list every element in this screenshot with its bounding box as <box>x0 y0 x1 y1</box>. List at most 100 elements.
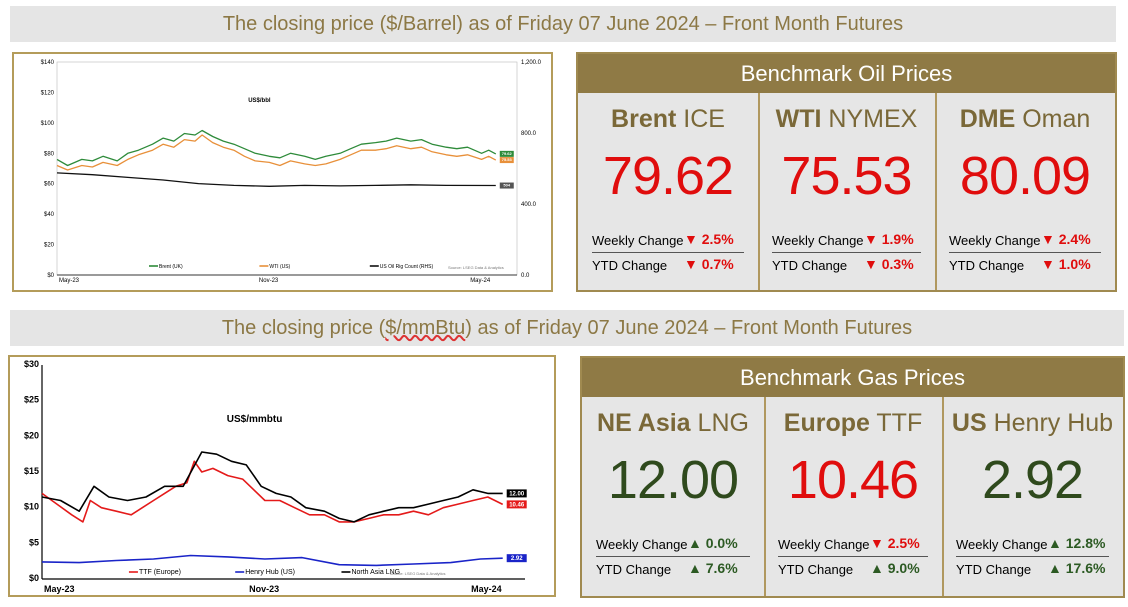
europe-ttf-ytd-change: ▲ 9.0% <box>870 560 920 576</box>
y-tick-label: $0 <box>29 573 39 583</box>
x-tick-label: May-24 <box>471 584 502 594</box>
ytd-change-label: YTD Change <box>772 258 848 273</box>
weekly-change-label: Weekly Change <box>596 537 688 552</box>
y-tick-label: $10 <box>24 502 39 512</box>
oil-chart: $0 $20 $40 $60 $80 $100 $120 $140 0.0 400.0 800.0 1… <box>12 52 553 292</box>
y-tick-label: $140 <box>41 60 55 66</box>
us-henry-hub-price: 2.92 <box>981 450 1084 510</box>
brent-ytd-change: ▼ 0.7% <box>684 256 734 272</box>
henry-hub-ytd-change: ▲ 17.6% <box>1048 560 1106 576</box>
x-tick-label: Nov-23 <box>249 584 279 594</box>
gas-panel-title: Benchmark Gas Prices <box>582 358 1123 397</box>
henry-hub-weekly-change: ▲ 12.8% <box>1048 535 1106 551</box>
end-value-label: 75.53 <box>502 157 513 162</box>
dme-weekly-row: Weekly Change ▼ 2.4% <box>949 230 1101 253</box>
ne-asia-lng-price: 12.00 <box>607 450 739 510</box>
ytd-change-label: YTD Change <box>592 258 668 273</box>
oil-benchmark-panel: Benchmark Oil Prices Brent ICE 79.62 Wee… <box>576 52 1117 292</box>
y-tick-label: $0 <box>47 273 54 279</box>
ne-asia-ytd-change: ▲ 7.6% <box>688 560 738 576</box>
brent-price: 79.62 <box>602 146 734 206</box>
brent-name: Brent ICE <box>611 105 725 133</box>
ytd-change-label: YTD Change <box>596 562 672 577</box>
weekly-change-label: Weekly Change <box>772 233 864 248</box>
legend-label: WTI (US) <box>269 264 290 270</box>
gas-banner-text: The closing price ($/mmBtu) as of Friday… <box>221 316 913 339</box>
end-value-label: 2.92 <box>511 556 523 562</box>
dme-name: DME Oman <box>959 105 1091 133</box>
end-value-box <box>499 182 514 189</box>
x-tick-label: May-23 <box>59 278 80 284</box>
x-tick-label: May-24 <box>470 278 491 284</box>
brent-card: Brent ICE 79.62 Weekly Change ▼ 2.5% YTD… <box>578 93 760 290</box>
end-value-label: 12.00 <box>509 491 525 497</box>
europe-ttf-weekly-change: ▼ 2.5% <box>870 535 920 551</box>
ytd-change-label: YTD Change <box>949 258 1025 273</box>
gas-chart: $0 $5 $10 $15 $20 $25 $30 May-23 Nov-23 May-24 US$… <box>8 355 556 597</box>
wti-ytd-change: ▼ 0.3% <box>864 256 914 272</box>
europe-ttf-ytd-row: YTD Change ▲ 9.0% <box>778 559 928 581</box>
y-tick-label: $20 <box>24 430 39 440</box>
chart-title: US$/bbl <box>248 98 271 104</box>
oil-banner-text: The closing price ($/Barrel) as of Frida… <box>222 12 904 35</box>
dme-ytd-row: YTD Change ▼ 1.0% <box>949 255 1101 277</box>
weekly-change-label: Weekly Change <box>778 537 870 552</box>
gas-benchmark-panel: Benchmark Gas Prices NE Asia LNG 12.00 W… <box>580 356 1125 598</box>
dme-card: DME Oman 80.09 Weekly Change ▼ 2.4% YTD … <box>935 93 1115 290</box>
dme-price: 80.09 <box>959 146 1091 206</box>
oil-panel-title: Benchmark Oil Prices <box>578 54 1115 93</box>
series-line-wti-us- <box>56 134 497 171</box>
europe-ttf-card: Europe TTF 10.46 Weekly Change ▼ 2.5% YT… <box>764 397 944 596</box>
ytd-change-label: YTD Change <box>956 562 1032 577</box>
us-henry-hub-name: US Henry Hub <box>951 409 1114 437</box>
weekly-change-label: Weekly Change <box>949 233 1041 248</box>
series-line-brent-uk- <box>56 129 497 167</box>
wti-weekly-row: Weekly Change ▼ 1.9% <box>772 230 921 253</box>
x-tick-label: May-23 <box>44 584 75 594</box>
weekly-change-label: Weekly Change <box>956 537 1048 552</box>
brent-weekly-row: Weekly Change ▼ 2.5% <box>592 230 744 253</box>
y-tick-label: $5 <box>29 537 39 547</box>
henry-hub-ytd-row: YTD Change ▲ 17.6% <box>956 559 1109 581</box>
us-henry-hub-card: US Henry Hub 2.92 Weekly Change ▲ 12.8% … <box>942 397 1123 596</box>
y-tick-label: $80 <box>44 151 55 157</box>
europe-ttf-name: Europe TTF <box>783 409 923 437</box>
end-value-label: 79.62 <box>502 151 513 156</box>
wti-name: WTI NYMEX <box>775 105 918 133</box>
legend-label: North Asia LNG <box>351 569 400 576</box>
series-line-us-oil-rig-count-rhs- <box>56 172 496 187</box>
oil-chart-svg: $0 $20 $40 $60 $80 $100 $120 $140 0.0 400.0 800.0 1… <box>41 60 542 284</box>
source-note: Source: LSEG Data & Analytics <box>390 571 446 576</box>
y2-tick-label: 1,200.0 <box>521 60 542 66</box>
europe-ttf-weekly-row: Weekly Change ▼ 2.5% <box>778 534 928 557</box>
series-line-ttf-europe- <box>41 460 504 523</box>
ytd-change-label: YTD Change <box>778 562 854 577</box>
series-line-henry-hub-us- <box>41 554 503 567</box>
end-value-label: 10.46 <box>509 502 525 508</box>
series-line-north-asia-lng <box>41 451 503 523</box>
y2-tick-label: 400.0 <box>521 202 537 208</box>
legend-label: Brent (UK) <box>159 264 183 270</box>
source-note: Source: LSEG Data & Analytics <box>448 265 504 270</box>
dme-weekly-change: ▼ 2.4% <box>1041 231 1091 247</box>
end-value-label: 504 <box>503 183 510 188</box>
ne-asia-lng-card: NE Asia LNG 12.00 Weekly Change ▲ 0.0% Y… <box>582 397 766 596</box>
y-tick-label: $15 <box>24 466 39 476</box>
legend-label: US Oil Rig Count (RHS) <box>380 264 434 270</box>
ne-asia-lng-name: NE Asia LNG <box>597 409 749 437</box>
plot-area <box>41 364 526 580</box>
oil-banner: The closing price ($/Barrel) as of Frida… <box>10 6 1116 42</box>
end-value-box <box>499 157 514 164</box>
europe-ttf-price: 10.46 <box>787 450 919 510</box>
dme-ytd-change: ▼ 1.0% <box>1041 256 1091 272</box>
y-tick-label: $30 <box>24 359 39 369</box>
gas-banner: The closing price ($/mmBtu) as of Friday… <box>10 310 1124 346</box>
brent-ytd-row: YTD Change ▼ 0.7% <box>592 255 744 277</box>
ne-asia-ytd-row: YTD Change ▲ 7.6% <box>596 559 750 581</box>
wti-weekly-change: ▼ 1.9% <box>864 231 914 247</box>
end-value-box <box>506 554 527 563</box>
plot-area <box>56 61 518 276</box>
end-value-box <box>506 500 527 509</box>
henry-hub-weekly-row: Weekly Change ▲ 12.8% <box>956 534 1109 557</box>
y-tick-label: $60 <box>44 182 55 188</box>
